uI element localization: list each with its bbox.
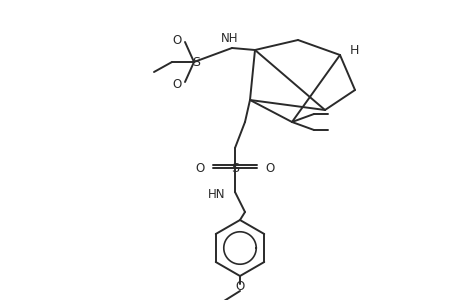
Text: O: O: [172, 77, 181, 91]
Text: S: S: [230, 161, 239, 175]
Text: O: O: [196, 161, 205, 175]
Text: S: S: [191, 56, 200, 68]
Text: O: O: [235, 280, 244, 293]
Text: O: O: [172, 34, 181, 46]
Text: HN: HN: [207, 188, 224, 200]
Text: H: H: [348, 44, 358, 56]
Text: O: O: [264, 161, 274, 175]
Text: NH: NH: [221, 32, 238, 44]
